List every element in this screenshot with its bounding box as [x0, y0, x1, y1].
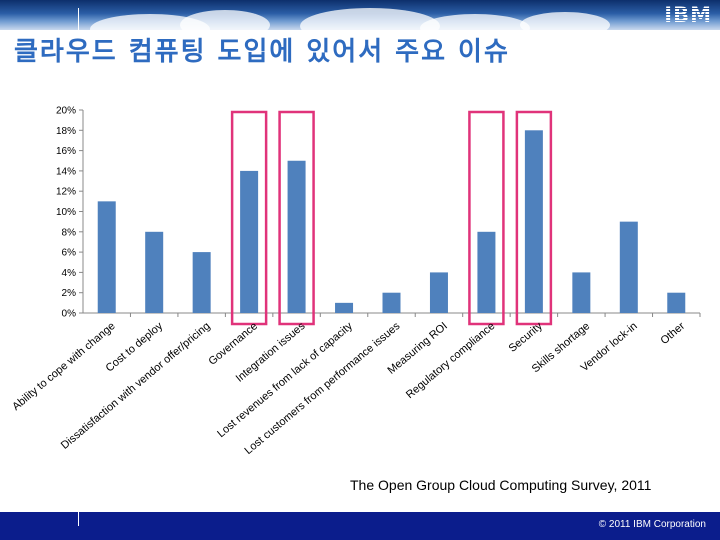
y-tick-label: 18% — [56, 126, 76, 137]
y-tick-label: 2% — [62, 288, 77, 299]
bar — [524, 130, 543, 313]
ibm-logo: IBM — [664, 3, 712, 27]
bar-chart: 0% 2% 4% 6% 8% 10% 12% 14% 16% 18% 20% Ability to c… — [10, 106, 701, 457]
y-tick-label: 6% — [62, 248, 77, 259]
bar — [145, 231, 164, 313]
y-tick-label: 14% — [56, 166, 76, 177]
bar — [287, 160, 306, 313]
footer-divider — [78, 512, 79, 526]
x-category-label: Other — [658, 320, 687, 347]
y-tick-label: 8% — [62, 227, 77, 238]
y-tick-label: 0% — [62, 309, 77, 320]
highlight-frame — [230, 110, 268, 326]
y-tick-label: 4% — [62, 268, 77, 279]
footer-bar: © 2011 IBM Corporation — [0, 512, 720, 540]
bar — [667, 292, 686, 313]
bar — [97, 201, 116, 313]
bar — [240, 170, 259, 313]
x-category-label: Ability to cope with change — [10, 320, 117, 413]
bar — [477, 231, 496, 313]
banner-divider — [78, 8, 79, 30]
y-tick-label: 20% — [56, 106, 76, 117]
y-tick-label: 16% — [56, 146, 76, 157]
bar — [335, 302, 354, 313]
source-caption: The Open Group Cloud Computing Survey, 2… — [350, 477, 652, 493]
y-tick-label: 10% — [56, 207, 76, 218]
bar — [192, 252, 211, 313]
highlight-frame — [515, 110, 553, 326]
bar — [382, 292, 401, 313]
bar — [572, 272, 591, 313]
y-tick-label: 12% — [56, 187, 76, 198]
highlight-frame — [278, 110, 315, 326]
page-title: 클라우드 컴퓨팅 도입에 있어서 주요 이슈 — [14, 37, 510, 67]
x-category-label: Regulatory compliance — [404, 320, 497, 401]
bar — [619, 221, 638, 313]
highlight-frame — [468, 110, 505, 326]
bar — [429, 272, 448, 313]
header-banner: IBM — [0, 0, 720, 30]
copyright-text: © 2011 IBM Corporation — [598, 519, 706, 530]
